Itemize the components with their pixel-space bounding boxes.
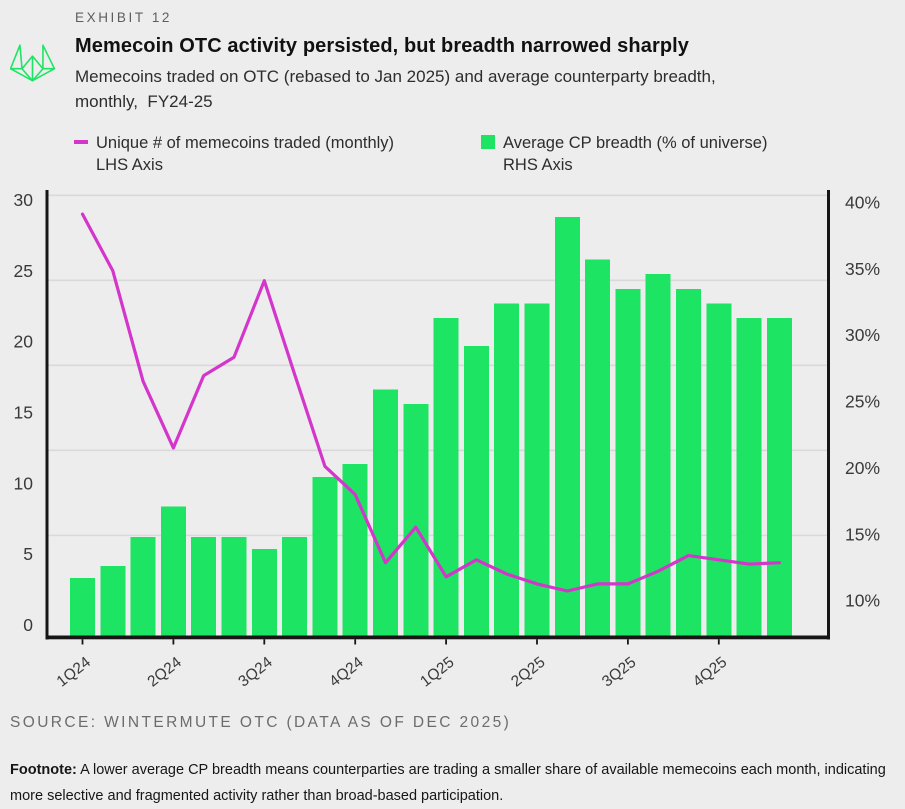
left-axis-spine bbox=[45, 190, 49, 640]
magenta-dash-swatch bbox=[74, 140, 88, 144]
left-axis-tick-label: 0 bbox=[23, 615, 33, 635]
bar-month-1 bbox=[70, 578, 95, 636]
bar-month-23 bbox=[736, 317, 762, 636]
left-axis-tick-label: 15 bbox=[14, 402, 33, 422]
bar-month-20 bbox=[645, 274, 671, 636]
bar-month-22 bbox=[706, 303, 732, 636]
subtitle-line1: Memecoins traded on OTC (rebased to Jan … bbox=[75, 67, 716, 86]
right-axis-tick-label: 20% bbox=[845, 458, 880, 478]
bar-month-7 bbox=[251, 548, 277, 636]
bar-month-19 bbox=[615, 288, 641, 636]
bar-month-2 bbox=[100, 566, 126, 636]
source-line: SOURCE: WINTERMUTE OTC (DATA AS OF DEC 2… bbox=[10, 714, 512, 731]
wintermute-logo-icon bbox=[10, 44, 56, 82]
right-axis-tick-label: 15% bbox=[845, 524, 880, 544]
right-axis-tick-label: 30% bbox=[845, 325, 880, 345]
footnote-label: Footnote: bbox=[10, 761, 77, 778]
left-axis-tick-label: 25 bbox=[14, 261, 33, 281]
footnote-text: A lower average CP breadth means counter… bbox=[10, 761, 886, 804]
chart-title: Memecoin OTC activity persisted, but bre… bbox=[75, 35, 690, 57]
legend-bar-axis-note: RHS Axis bbox=[503, 156, 573, 174]
bar-month-17 bbox=[554, 217, 580, 636]
bar-month-14 bbox=[463, 345, 489, 636]
bar-month-9 bbox=[312, 477, 338, 636]
bar-month-12 bbox=[403, 404, 429, 636]
combo-chart: 0 5 10 15 20 25 30 10% 15% 20% 25% 30% 35% 40% 1Q24 2Q2… bbox=[0, 185, 905, 700]
legend-line-text: Unique # of memecoins traded (monthly) L… bbox=[96, 132, 394, 176]
subtitle-line2: monthly, FY24-25 bbox=[75, 92, 213, 111]
left-axis-tick-label: 5 bbox=[23, 544, 33, 564]
left-axis-tick-label: 20 bbox=[14, 332, 34, 352]
bar-month-6 bbox=[221, 536, 247, 636]
bar-month-24 bbox=[766, 317, 792, 636]
bar-series-marker-icon bbox=[481, 132, 495, 149]
right-axis-tick-label: 35% bbox=[845, 259, 880, 279]
right-axis-tick-label: 25% bbox=[845, 392, 880, 412]
x-axis-quarter-label: 1Q24 bbox=[54, 654, 95, 691]
chart-header: EXHIBIT 12 Memecoin OTC activity persist… bbox=[75, 10, 875, 114]
bar-month-5 bbox=[191, 536, 217, 636]
x-axis-spine bbox=[45, 635, 830, 640]
right-axis-spine bbox=[827, 190, 830, 640]
line-series-marker-icon bbox=[74, 132, 88, 144]
bar-month-10 bbox=[342, 463, 368, 636]
chart-subtitle: Memecoins traded on OTC (rebased to Jan … bbox=[75, 64, 875, 114]
bar-month-15 bbox=[494, 303, 520, 636]
legend-line-axis-note: LHS Axis bbox=[96, 156, 163, 174]
combo-chart-svg: 0 5 10 15 20 25 30 10% 15% 20% 25% 30% 35% 40% 1Q24 2Q2… bbox=[14, 190, 881, 691]
right-axis-tick-label: 40% bbox=[845, 193, 880, 213]
left-axis-tick-label: 10 bbox=[14, 473, 34, 493]
x-axis-quarter-label: 4Q25 bbox=[690, 654, 730, 691]
legend-bar-text: Average CP breadth (% of universe) RHS A… bbox=[503, 132, 767, 176]
left-axis-tick-label: 30 bbox=[14, 190, 34, 210]
bar-month-8 bbox=[282, 536, 308, 636]
x-axis-quarter-label: 2Q25 bbox=[508, 654, 548, 691]
exhibit-number: EXHIBIT 12 bbox=[75, 10, 173, 25]
legend-bar-label: Average CP breadth (% of universe) bbox=[503, 134, 768, 152]
bar-month-3 bbox=[130, 536, 156, 636]
bar-month-11 bbox=[373, 389, 398, 636]
x-axis-quarter-label: 3Q25 bbox=[599, 654, 639, 691]
legend-line-label: Unique # of memecoins traded (monthly) bbox=[96, 134, 395, 152]
x-axis-quarter-label: 4Q24 bbox=[326, 654, 367, 691]
bar-month-21 bbox=[676, 288, 701, 636]
green-square-swatch bbox=[481, 135, 495, 149]
footnote: Footnote: A lower average CP breadth mea… bbox=[10, 757, 898, 809]
bar-month-4 bbox=[160, 506, 186, 636]
bar-month-18 bbox=[585, 259, 611, 636]
x-axis-quarter-label: 3Q24 bbox=[235, 654, 276, 691]
x-axis-quarter-label: 1Q25 bbox=[417, 654, 457, 691]
legend-item-bar-series: Average CP breadth (% of universe) RHS A… bbox=[481, 132, 767, 176]
x-axis-quarter-label: 2Q24 bbox=[145, 654, 186, 691]
bar-month-13 bbox=[433, 317, 459, 636]
right-axis-tick-label: 10% bbox=[845, 591, 880, 611]
legend-item-line-series: Unique # of memecoins traded (monthly) L… bbox=[74, 132, 394, 176]
trend-line bbox=[80, 212, 782, 593]
